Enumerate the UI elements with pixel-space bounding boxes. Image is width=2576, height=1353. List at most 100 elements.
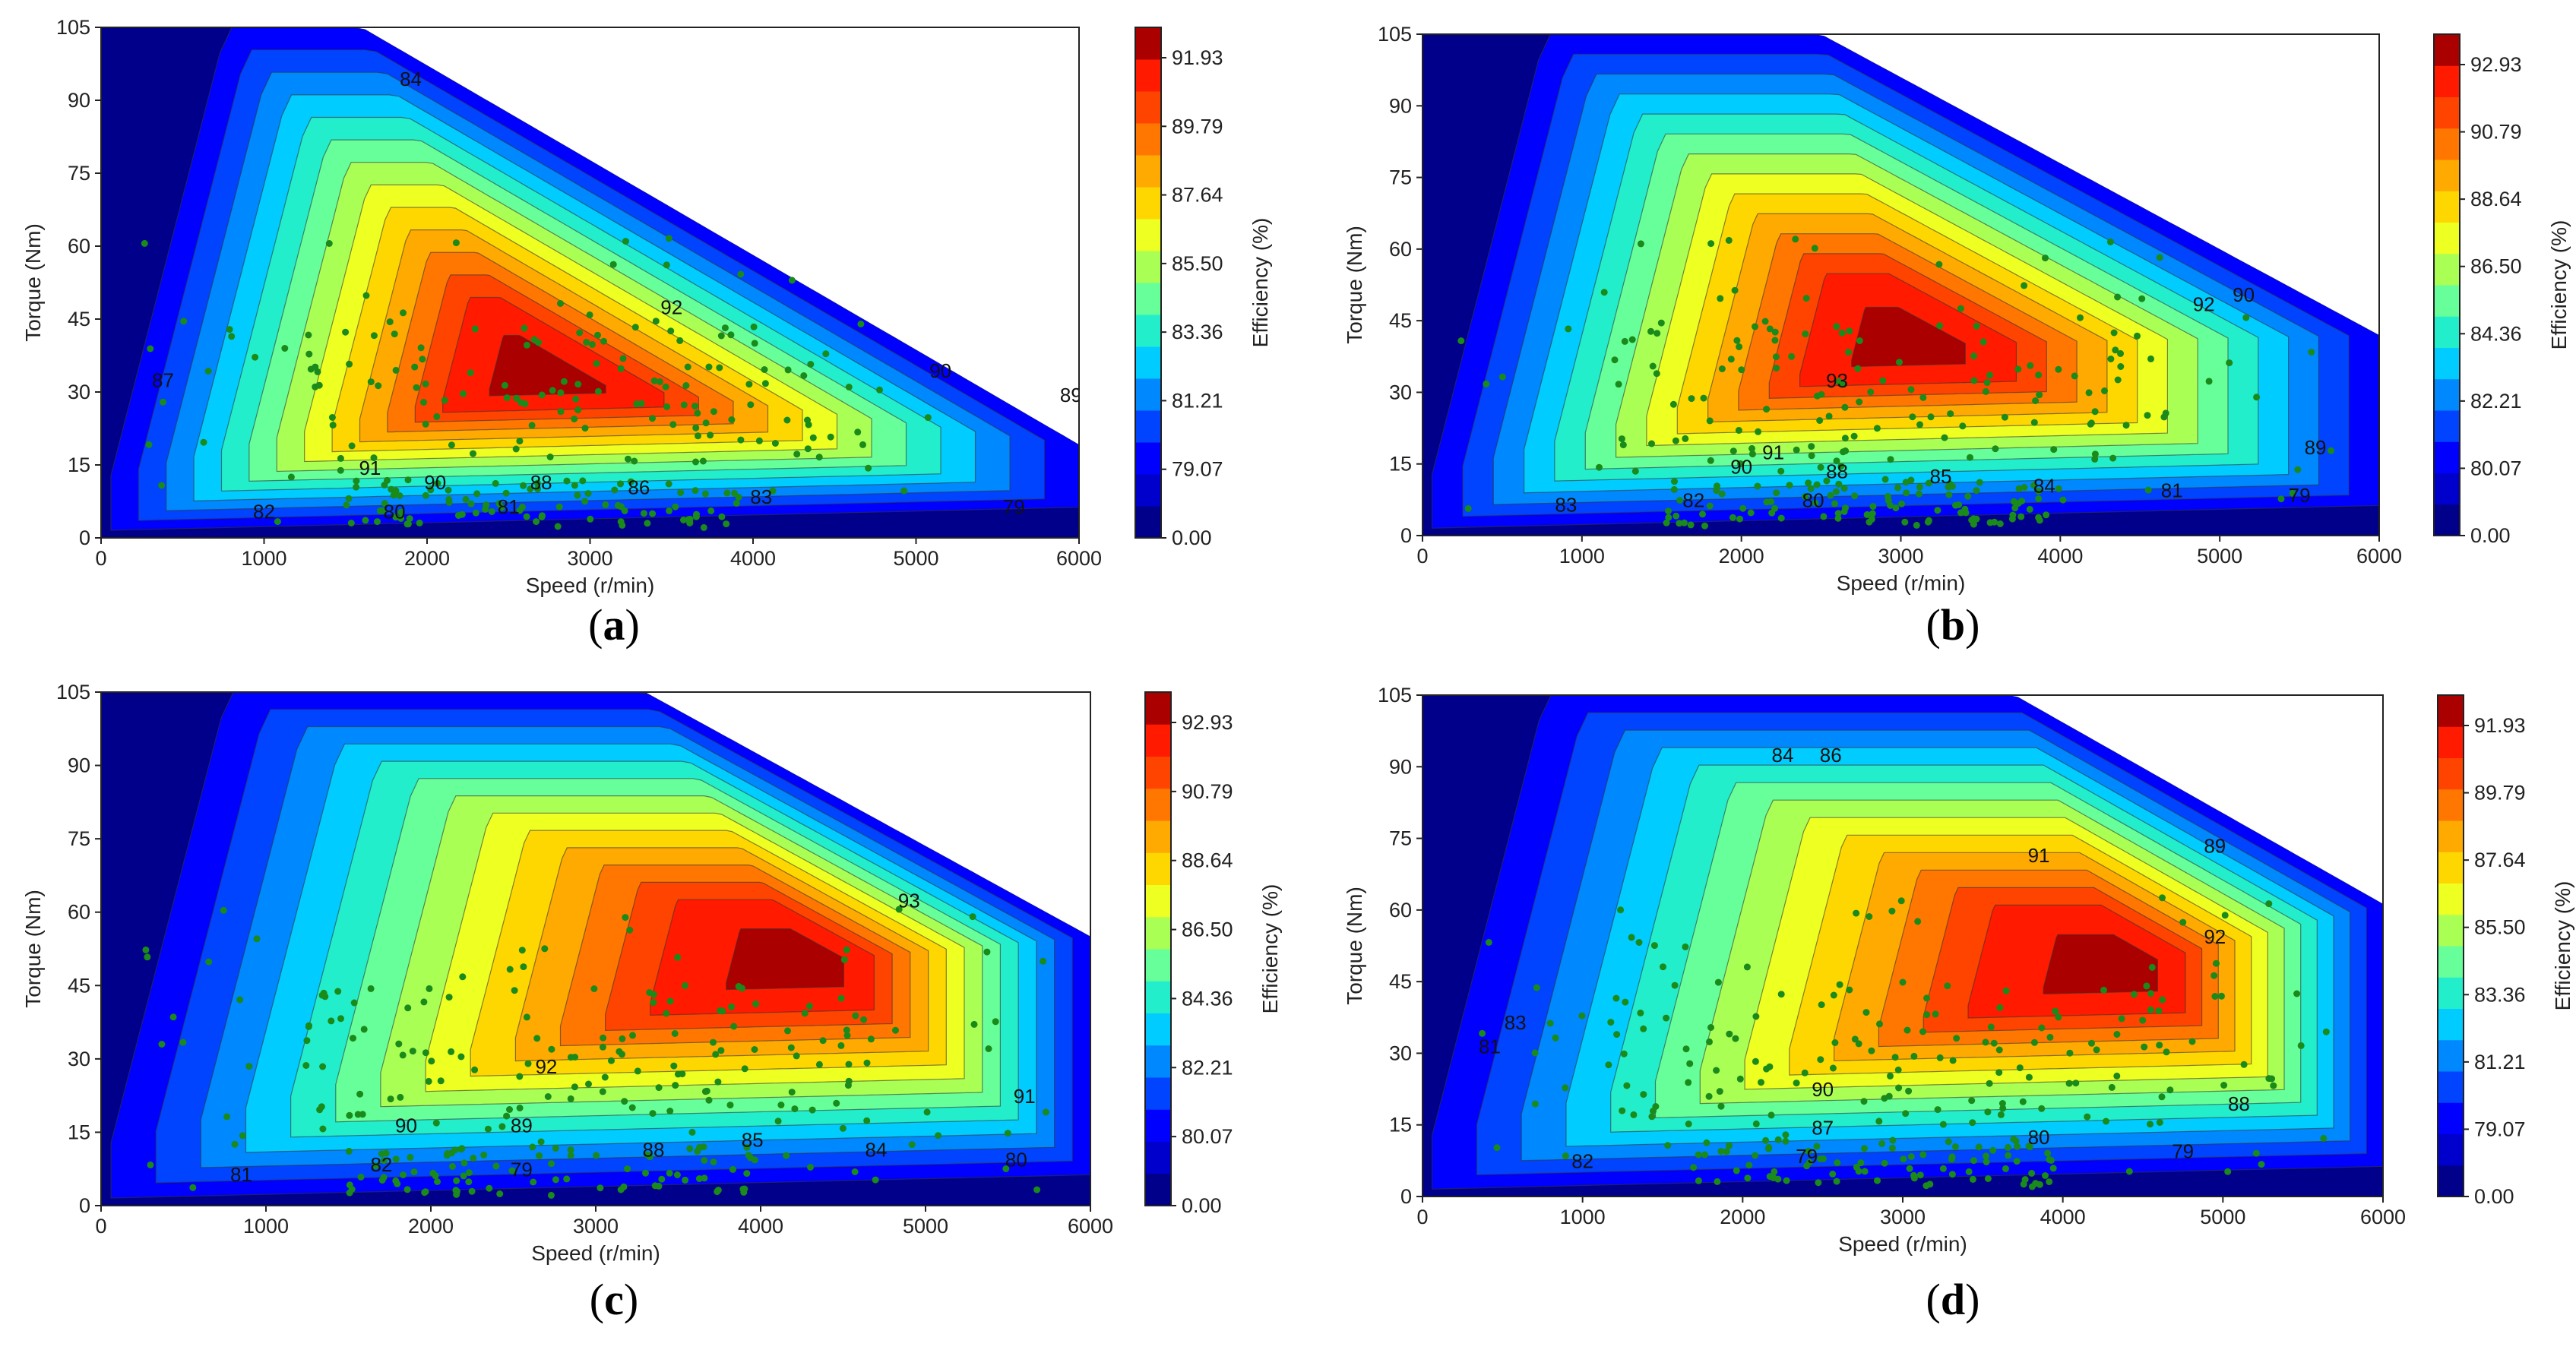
operating-point	[2294, 466, 2302, 473]
operating-point	[2125, 1168, 2133, 1175]
operating-point	[584, 490, 592, 498]
colorbar: 91.93 89.79 87.64 85.50 83.36 81.21 79.07 0.00 E…	[1135, 27, 1272, 549]
operating-point	[1934, 507, 1941, 514]
x-tick-label: 6000	[1068, 1215, 1113, 1238]
operating-point	[538, 391, 546, 399]
operating-point	[1813, 481, 1821, 488]
operating-point	[1868, 515, 1875, 523]
operating-point	[705, 363, 713, 371]
operating-point	[1866, 913, 1873, 920]
operating-point	[707, 432, 714, 439]
operating-point	[815, 454, 823, 461]
operating-point	[471, 325, 479, 333]
contour-label: 83	[1555, 494, 1577, 517]
contour-label: 80	[2028, 1126, 2050, 1149]
operating-point	[1885, 497, 1892, 504]
operating-point	[863, 1117, 871, 1124]
operating-point	[428, 1057, 435, 1065]
operating-point	[2147, 1006, 2154, 1013]
operating-point	[2226, 359, 2233, 367]
operating-point	[688, 1128, 696, 1136]
operating-point	[220, 906, 227, 914]
operating-point	[2008, 515, 2016, 523]
operating-point	[1953, 1035, 1960, 1042]
operating-point	[1840, 485, 1848, 492]
operating-point	[2117, 363, 2125, 370]
operating-point	[397, 508, 405, 516]
y-tick-label: 30	[1389, 1042, 1412, 1064]
operating-point	[1682, 1045, 1690, 1053]
operating-point	[1807, 485, 1815, 492]
operating-point	[200, 438, 207, 446]
operating-point	[2213, 959, 2220, 967]
operating-point	[741, 1065, 748, 1073]
operating-point	[1777, 467, 1785, 475]
operating-point	[453, 1177, 460, 1184]
operating-point	[400, 309, 407, 317]
operating-point	[2049, 1165, 2057, 1172]
colorbar-label: Efficiency (%)	[2547, 220, 2571, 350]
operating-point	[520, 963, 527, 971]
operating-point	[1970, 520, 1977, 528]
operating-point	[1808, 443, 1815, 450]
contour-label: 81	[2161, 479, 2183, 502]
operating-point	[745, 381, 753, 388]
contour-label: 80	[1802, 488, 1824, 511]
operating-point	[625, 455, 631, 463]
operating-point	[407, 1153, 414, 1161]
operating-point	[337, 454, 344, 462]
operating-point	[2011, 504, 2019, 512]
operating-point	[1686, 1060, 1694, 1067]
operating-point	[800, 372, 808, 379]
operating-point	[1546, 1019, 1554, 1027]
operating-point	[970, 1020, 978, 1028]
colorbar-segment	[2434, 34, 2460, 66]
operating-point	[649, 1110, 657, 1117]
operating-point	[628, 1104, 636, 1111]
colorbar-segment	[1135, 315, 1161, 347]
operating-point	[1831, 1039, 1839, 1046]
operating-point	[343, 501, 350, 509]
operating-point	[448, 1162, 456, 1170]
colorbar-segment	[1135, 91, 1161, 124]
operating-point	[484, 1125, 492, 1133]
operating-point	[1888, 1144, 1896, 1152]
colorbar-segment	[1135, 59, 1161, 92]
operating-point	[359, 1111, 366, 1118]
operating-point	[448, 441, 455, 449]
x-tick-label: 1000	[1560, 1206, 1606, 1228]
contour-label: 82	[1682, 488, 1704, 511]
operating-point	[2042, 1172, 2049, 1179]
operating-point	[1701, 522, 1708, 530]
operating-point	[1621, 337, 1628, 345]
operating-point	[1771, 504, 1778, 512]
operating-point	[1793, 1080, 1800, 1087]
operating-point	[1690, 1164, 1698, 1171]
operating-point	[809, 434, 817, 441]
contour-label: 87	[1812, 1116, 1834, 1139]
operating-point	[465, 1178, 473, 1186]
operating-point	[2114, 376, 2122, 384]
operating-point	[1904, 1026, 1911, 1034]
operating-point	[588, 340, 596, 348]
operating-point	[523, 341, 530, 349]
operating-point	[305, 350, 313, 358]
contour-label: 89	[2204, 834, 2226, 857]
colorbar-segment	[2434, 191, 2460, 223]
operating-point	[658, 1175, 666, 1183]
operating-point	[1844, 349, 1852, 356]
operating-point	[2093, 1046, 2100, 1054]
operating-point	[555, 503, 563, 511]
operating-point	[350, 999, 358, 1007]
plot-area: 84 87 92 90 89 91 90 88 86 82 80 81 83 79	[101, 27, 1079, 538]
operating-point	[345, 1147, 353, 1155]
operating-point	[695, 432, 701, 440]
operating-point	[2032, 397, 2040, 404]
operating-point	[750, 323, 758, 330]
operating-point	[752, 1001, 760, 1007]
operating-point	[1819, 1155, 1827, 1162]
operating-point	[1999, 1105, 2007, 1112]
y-tick-label: 75	[68, 827, 90, 850]
operating-point	[646, 989, 653, 996]
operating-point	[1808, 452, 1815, 460]
